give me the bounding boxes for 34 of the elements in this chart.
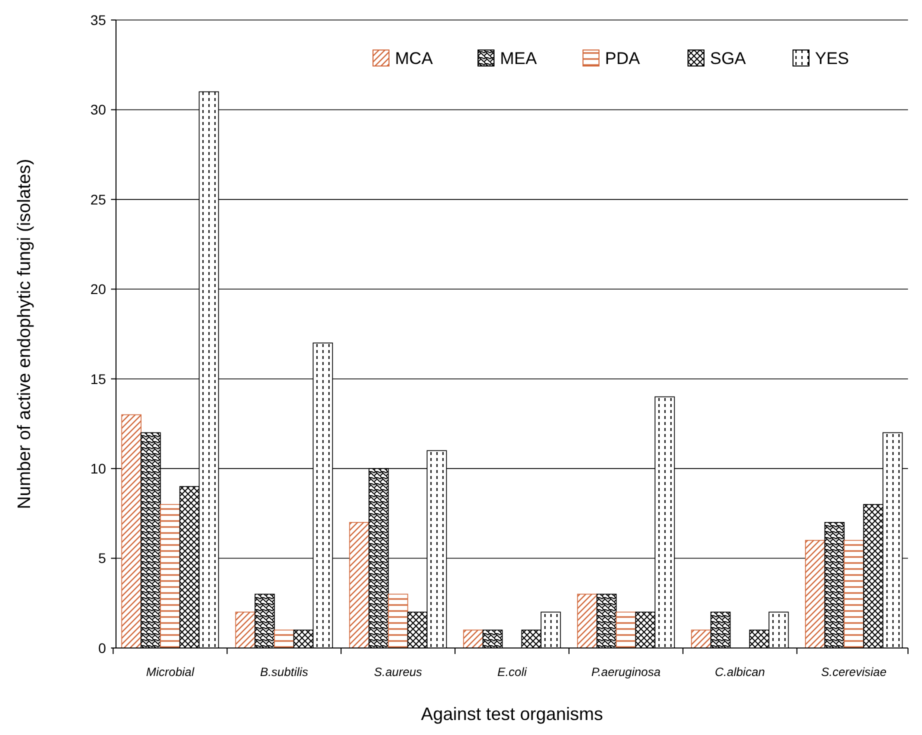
x-tick-label: C.albican (714, 665, 766, 679)
bar (349, 522, 370, 648)
bar (805, 540, 826, 648)
bar (691, 630, 712, 648)
x-tick-label: S.aureus (374, 665, 422, 679)
y-tick-label: 30 (90, 102, 106, 118)
x-tick-label: P.aeruginosa (591, 665, 661, 679)
bar (844, 540, 864, 648)
bar (388, 594, 408, 648)
legend-label: MCA (395, 49, 434, 68)
x-tick-label: B.subtilis (260, 665, 308, 679)
x-axis-title: Against test organisms (420, 704, 604, 724)
bar (616, 612, 636, 648)
y-tick-label: 15 (90, 370, 106, 387)
y-axis-title: Number of active endophytic fungi (isolates) (14, 158, 34, 510)
y-tick-label: 25 (90, 191, 106, 208)
y-tick-label: 5 (98, 550, 106, 566)
y-tick-label: 20 (90, 281, 106, 298)
x-tick-label: Microbial (146, 665, 194, 679)
legend-label: SGA (710, 49, 747, 68)
bar (235, 612, 256, 648)
y-tick-label: 10 (90, 460, 106, 476)
x-tick-label: E.coli (497, 665, 528, 679)
legend-label: PDA (605, 49, 641, 68)
legend-label: YES (815, 49, 850, 68)
bar (577, 594, 598, 648)
bar (274, 630, 294, 648)
legend-label: MEA (500, 49, 538, 68)
bar (121, 414, 142, 648)
bar (463, 630, 484, 648)
x-tick-label: S.cerevisiae (821, 665, 887, 679)
y-tick-label: 35 (90, 12, 106, 28)
y-tick-label: 0 (98, 640, 106, 656)
bar (160, 504, 180, 648)
